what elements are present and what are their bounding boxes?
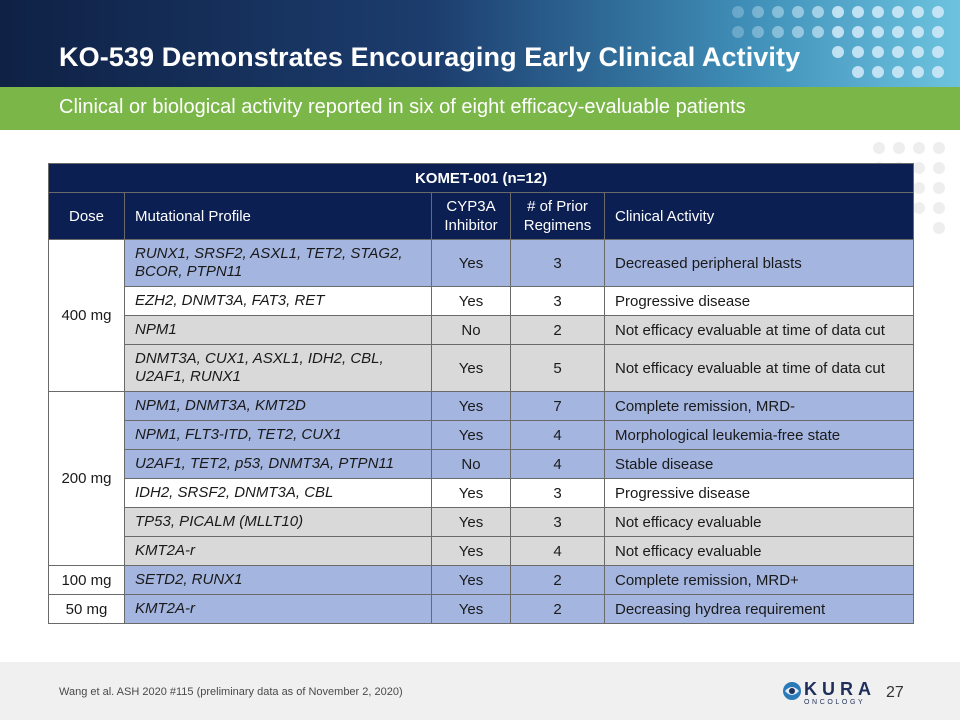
cyp3a-cell: Yes	[431, 344, 511, 392]
dose-group-cell: 100 mg	[48, 565, 125, 595]
table-row: 200 mg NPM1, DNMT3A, KMT2D Yes 7 Complet…	[48, 391, 914, 566]
cyp3a-cell: Yes	[431, 420, 511, 450]
kura-logo-mark-icon	[783, 682, 801, 700]
mutation-cell: KMT2A-r	[124, 536, 432, 566]
prior-regimens-cell: 4	[510, 536, 605, 566]
table-row: EZH2, DNMT3A, FAT3, RET Yes 3 Progressiv…	[49, 286, 914, 316]
prior-regimens-cell: 2	[510, 594, 605, 624]
clinical-activity-cell: Complete remission, MRD+	[604, 565, 914, 595]
table-caption: KOMET-001 (n=12)	[48, 163, 914, 193]
prior-regimens-cell: 2	[510, 565, 605, 595]
slide-title: KO-539 Demonstrates Encouraging Early Cl…	[59, 42, 801, 72]
prior-regimens-cell: 4	[510, 449, 605, 479]
mutation-cell: SETD2, RUNX1	[124, 565, 432, 595]
dose-group-cell: 400 mg	[48, 239, 125, 392]
dose-group-cell: 50 mg	[48, 594, 125, 624]
table-row: DNMT3A, CUX1, ASXL1, IDH2, CBL, U2AF1, R…	[49, 344, 914, 392]
cyp3a-cell: Yes	[431, 391, 511, 421]
cyp3a-cell: Yes	[431, 507, 511, 537]
clinical-activity-cell: Not efficacy evaluable	[604, 507, 914, 537]
mutation-cell: NPM1	[124, 315, 432, 345]
clinical-activity-cell: Progressive disease	[604, 286, 914, 316]
table-caption-row: KOMET-001 (n=12)	[48, 163, 914, 193]
clinical-activity-cell: Not efficacy evaluable at time of data c…	[604, 344, 914, 392]
slide-header: KO-539 Demonstrates Encouraging Early Cl…	[0, 0, 960, 87]
clinical-activity-cell: Morphological leukemia-free state	[604, 420, 914, 450]
mutation-cell: RUNX1, SRSF2, ASXL1, TET2, STAG2, BCOR, …	[124, 239, 432, 287]
logo-wordmark: KURA	[804, 679, 876, 699]
cyp3a-cell: No	[431, 449, 511, 479]
header-cyp3a-inhibitor: CYP3A Inhibitor	[431, 192, 511, 240]
mutation-cell: TP53, PICALM (MLLT10)	[124, 507, 432, 537]
prior-regimens-cell: 3	[510, 239, 605, 287]
komet-results-table: KOMET-001 (n=12) Dose Mutational Profile…	[48, 163, 914, 624]
prior-regimens-cell: 5	[510, 344, 605, 392]
clinical-activity-cell: Complete remission, MRD-	[604, 391, 914, 421]
header-dose: Dose	[48, 192, 125, 240]
clinical-activity-cell: Not efficacy evaluable at time of data c…	[604, 315, 914, 345]
prior-regimens-cell: 3	[510, 478, 605, 508]
subtitle-bar	[0, 87, 960, 130]
mutation-cell: NPM1, DNMT3A, KMT2D	[124, 391, 432, 421]
clinical-activity-cell: Decreased peripheral blasts	[604, 239, 914, 287]
mutation-cell: IDH2, SRSF2, DNMT3A, CBL	[124, 478, 432, 508]
prior-regimens-cell: 3	[510, 507, 605, 537]
kura-oncology-logo: KURA ONCOLOGY	[782, 676, 872, 710]
prior-regimens-cell: 3	[510, 286, 605, 316]
mutation-cell: DNMT3A, CUX1, ASXL1, IDH2, CBL, U2AF1, R…	[124, 344, 432, 392]
mutation-cell: KMT2A-r	[124, 594, 432, 624]
citation: Wang et al. ASH 2020 #115 (preliminary d…	[59, 686, 403, 698]
table-row: TP53, PICALM (MLLT10) Yes 3 Not efficacy…	[49, 507, 914, 537]
page-number: 27	[886, 684, 904, 701]
mutation-cell: EZH2, DNMT3A, FAT3, RET	[124, 286, 432, 316]
table-row: 50 mg KMT2A-r Yes 2 Decreasing hydrea re…	[48, 594, 914, 624]
cyp3a-cell: Yes	[431, 478, 511, 508]
mutation-cell: U2AF1, TET2, p53, DNMT3A, PTPN11	[124, 449, 432, 479]
clinical-activity-cell: Decreasing hydrea requirement	[604, 594, 914, 624]
table-header-row: Dose Mutational Profile CYP3A Inhibitor …	[48, 192, 914, 240]
cyp3a-cell: Yes	[431, 239, 511, 287]
table-row: U2AF1, TET2, p53, DNMT3A, PTPN11 No 4 St…	[49, 449, 914, 479]
table-row: NPM1, FLT3-ITD, TET2, CUX1 Yes 4 Morphol…	[49, 420, 914, 450]
table-row: 400 mg RUNX1, SRSF2, ASXL1, TET2, STAG2,…	[48, 239, 914, 392]
prior-regimens-cell: 4	[510, 420, 605, 450]
clinical-activity-cell: Progressive disease	[604, 478, 914, 508]
logo-subtext: ONCOLOGY	[804, 699, 866, 706]
cyp3a-cell: Yes	[431, 536, 511, 566]
header-clinical-activity: Clinical Activity	[604, 192, 914, 240]
table-row: KMT2A-r Yes 4 Not efficacy evaluable	[49, 536, 914, 566]
header-prior-regimens: # of Prior Regimens	[510, 192, 605, 240]
prior-regimens-cell: 7	[510, 391, 605, 421]
cyp3a-cell: Yes	[431, 565, 511, 595]
prior-regimens-cell: 2	[510, 315, 605, 345]
header-mutational-profile: Mutational Profile	[124, 192, 432, 240]
table-row: 100 mg SETD2, RUNX1 Yes 2 Complete remis…	[48, 565, 914, 595]
table-row: IDH2, SRSF2, DNMT3A, CBL Yes 3 Progressi…	[49, 478, 914, 508]
cyp3a-cell: Yes	[431, 594, 511, 624]
dose-group-cell: 200 mg	[48, 391, 125, 566]
cyp3a-cell: Yes	[431, 286, 511, 316]
mutation-cell: NPM1, FLT3-ITD, TET2, CUX1	[124, 420, 432, 450]
clinical-activity-cell: Stable disease	[604, 449, 914, 479]
cyp3a-cell: No	[431, 315, 511, 345]
clinical-activity-cell: Not efficacy evaluable	[604, 536, 914, 566]
slide-subtitle: Clinical or biological activity reported…	[59, 96, 746, 118]
table-row: NPM1 No 2 Not efficacy evaluable at time…	[49, 315, 914, 345]
